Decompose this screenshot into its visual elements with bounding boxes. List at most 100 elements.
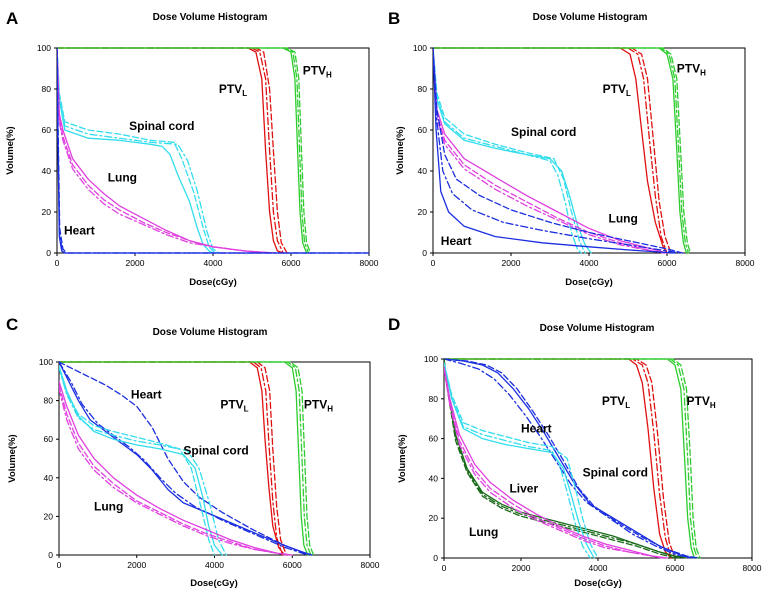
x-axis-label: Dose(cGy): [574, 578, 622, 589]
annotation-text: Heart: [131, 388, 162, 402]
series-spinal-cord-dash: [433, 47, 586, 254]
annotation-text: PTV: [303, 64, 326, 78]
series-lung-dashdot: [444, 368, 663, 559]
y-tick-label: 60: [418, 125, 428, 135]
curve-group: [444, 358, 701, 559]
annotation-lung: Lung: [108, 170, 137, 184]
annotation-ptv: PTVH: [687, 394, 716, 410]
series-liver-dashdot: [444, 358, 680, 559]
plot-frame: [56, 47, 370, 254]
annotation-ptv: PTVL: [603, 82, 631, 98]
y-tick-label: 20: [418, 207, 428, 217]
y-tick-label: 100: [37, 43, 51, 53]
series-lung-dashdot: [57, 47, 269, 254]
x-tick-label: 0: [442, 563, 447, 573]
annotation-lung: Lung: [609, 211, 638, 225]
y-tick-label: 0: [46, 248, 51, 258]
y-tick-label: 80: [429, 394, 439, 404]
series-ptv-l-dash: [444, 358, 676, 559]
series-ptv-h-solid: [444, 358, 695, 559]
series-spinal-cord-solid: [444, 362, 595, 559]
x-tick-label: 0: [57, 560, 62, 570]
dvh-panel-b: B Dose Volume Histogram 0 20 40 60 80 100 0 2000 4…: [388, 9, 755, 288]
x-tick-label: 6000: [658, 258, 677, 268]
series-ptv-l-solid: [433, 47, 668, 254]
panel-letter: C: [6, 315, 18, 334]
annotation-spinal-cord: Spinal cord: [129, 119, 194, 133]
y-axis-label: Volume(%): [5, 126, 16, 174]
annotation-text: Spinal cord: [583, 465, 648, 479]
x-tick-label: 6000: [666, 563, 685, 573]
annotation-text: Spinal cord: [511, 125, 576, 139]
y-tick-label: 40: [418, 166, 428, 176]
series-spinal-cord-dashdot: [444, 362, 591, 559]
annotation-subscript: H: [700, 69, 706, 78]
annotation-ptv: PTVL: [602, 394, 630, 410]
plot-frame: [58, 361, 371, 556]
x-tick-label: 0: [431, 258, 436, 268]
series-ptv-l-solid: [444, 358, 672, 559]
x-tick-label: 2000: [502, 258, 521, 268]
series-ptv-l-dashdot: [57, 47, 284, 254]
y-tick-label: 40: [44, 473, 54, 483]
series-ptv-l-solid: [59, 361, 286, 556]
series-heart-dashdot: [59, 361, 309, 556]
y-tick-label: 0: [433, 553, 438, 563]
series-lung-dash: [57, 47, 273, 254]
series-spinal-cord-solid: [57, 47, 214, 254]
annotation-text: Lung: [609, 211, 638, 225]
dvh-panel-d: D Dose Volume Histogram 0 20 40 60 80 100 0 2000 4…: [388, 315, 762, 589]
x-tick-label: 2000: [512, 563, 531, 573]
annotation-text: PTV: [304, 397, 327, 411]
curve-group: [433, 47, 692, 254]
annotation-subscript: H: [326, 71, 332, 80]
chart-title: Dose Volume Histogram: [533, 12, 648, 23]
annotation-text: PTV: [677, 62, 700, 76]
annotation-text: Heart: [64, 224, 95, 238]
annotation-text: Lung: [94, 500, 123, 514]
series-heart-dashdot: [444, 358, 692, 559]
series-ptv-l-dashdot: [59, 361, 284, 556]
annotation-lung: Lung: [469, 525, 498, 539]
series-spinal-cord-solid: [59, 365, 223, 556]
annotation-subscript: L: [242, 89, 247, 98]
y-tick-label: 20: [44, 511, 54, 521]
x-axis-label: Dose(cGy): [190, 578, 238, 589]
series-ptv-h-solid: [433, 47, 688, 254]
chart-title: Dose Volume Histogram: [153, 12, 268, 23]
y-tick-label: 60: [42, 125, 52, 135]
x-tick-label: 8000: [360, 258, 379, 268]
annotation-text: Heart: [521, 422, 552, 436]
y-tick-label: 0: [48, 550, 53, 560]
annotation-subscript: L: [244, 404, 249, 413]
x-tick-label: 6000: [282, 258, 301, 268]
annotation-subscript: L: [625, 401, 630, 410]
y-tick-label: 0: [422, 248, 427, 258]
annotation-text: Spinal cord: [183, 444, 248, 458]
y-tick-label: 80: [42, 84, 52, 94]
annotation-text: Lung: [469, 525, 498, 539]
annotation-subscript: H: [710, 401, 716, 410]
series-lung-solid: [433, 47, 668, 254]
series-ptv-l-dash: [433, 47, 672, 254]
y-tick-label: 100: [413, 43, 427, 53]
annotation-ptv: PTVL: [220, 397, 248, 413]
y-tick-label: 100: [424, 354, 438, 364]
y-tick-label: 20: [42, 207, 52, 217]
series-heart-solid: [59, 361, 313, 556]
x-tick-label: 4000: [205, 560, 224, 570]
series-ptv-l-solid: [57, 47, 284, 254]
x-tick-label: 6000: [283, 560, 302, 570]
y-tick-label: 40: [429, 473, 439, 483]
panel-letter: B: [388, 9, 400, 28]
annotation-text: PTV: [603, 82, 626, 96]
annotation-text: PTV: [220, 397, 243, 411]
series-heart-dashdot: [433, 47, 680, 254]
series-heart-dash: [444, 358, 699, 559]
y-axis-label: Volume(%): [395, 126, 406, 174]
series-heart-dash: [57, 47, 369, 254]
annotation-text: PTV: [602, 394, 625, 408]
series-ptv-l-dashdot: [433, 47, 668, 254]
panel-letter: A: [6, 9, 18, 28]
